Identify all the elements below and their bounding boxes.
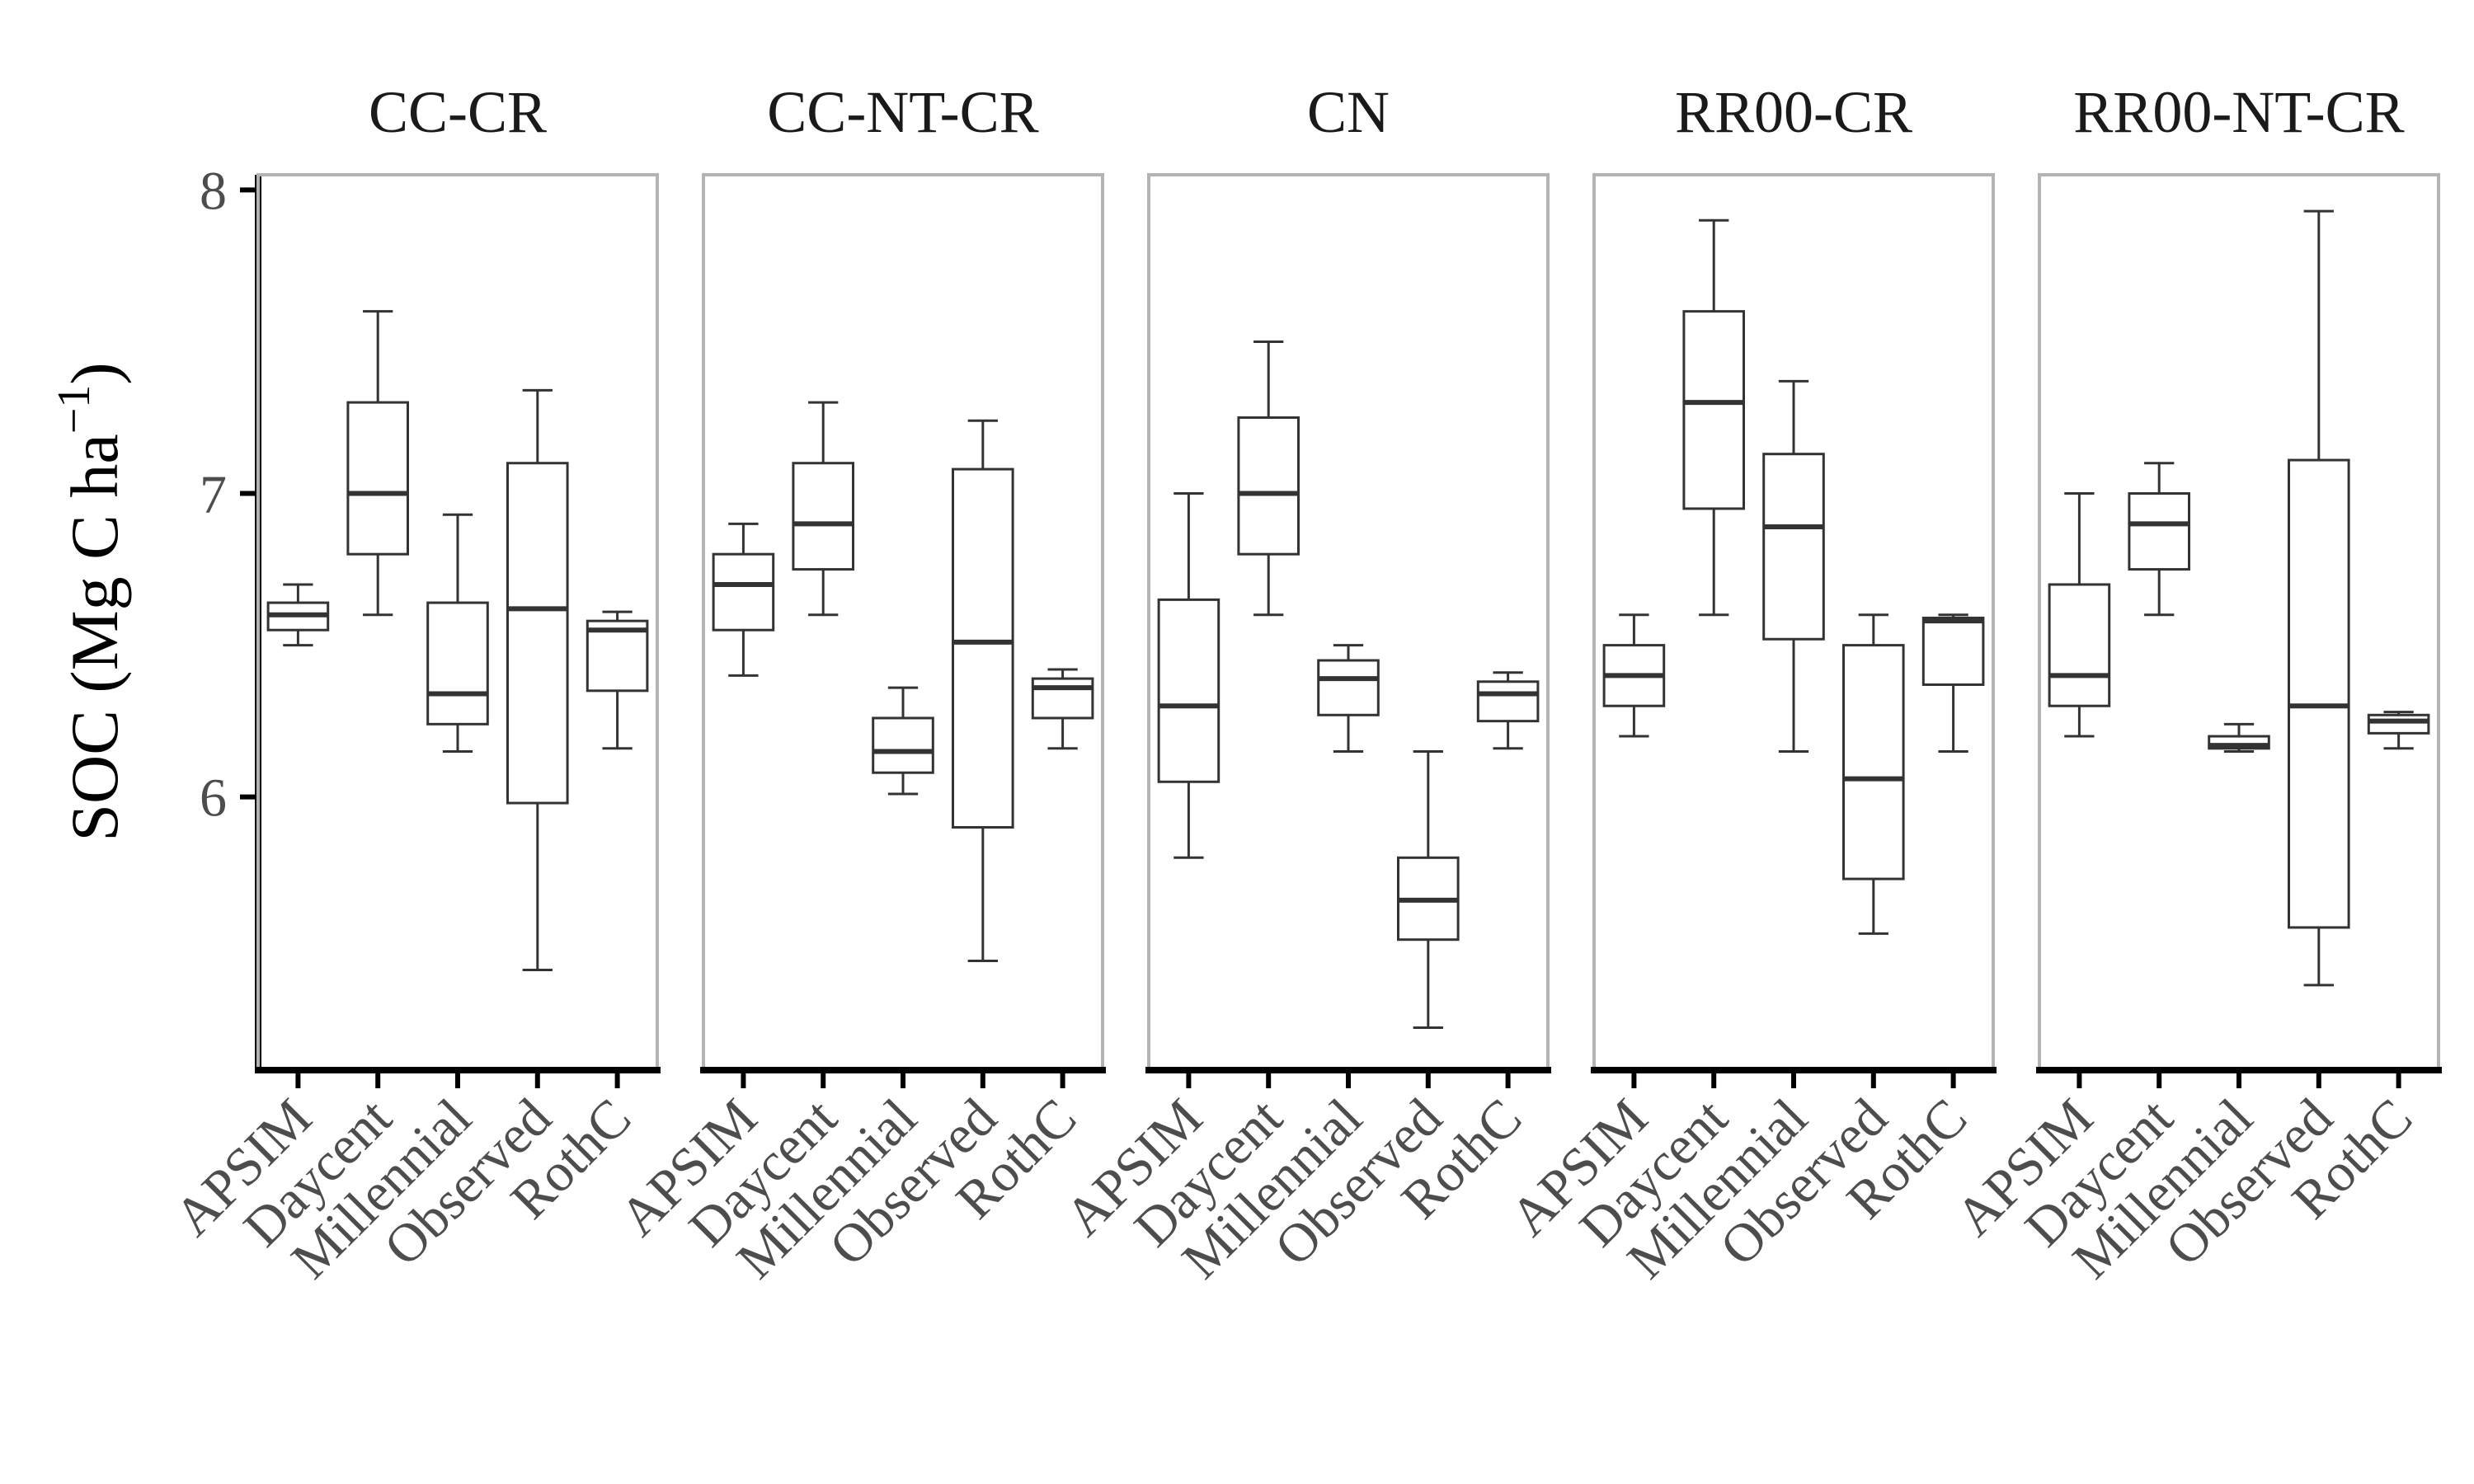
facet-panel: RR00-CR: [1592, 79, 1995, 1072]
iqr-box: [872, 716, 934, 774]
box-rothc: [586, 610, 649, 750]
facet-title: CC-NT-CR: [767, 79, 1038, 145]
y-axis-title: SOC (Mg C ha−1): [49, 362, 132, 841]
box-daycent: [2128, 462, 2190, 617]
box-observed: [2288, 209, 2350, 987]
y-axis: 6 7 8: [200, 161, 261, 1073]
iqr-box: [2048, 583, 2111, 707]
box-millennial: [872, 686, 934, 796]
iqr-box: [1762, 453, 1825, 641]
x-axes: APSIMDaycentMillennialObservedRothCAPSIM…: [163, 1067, 2442, 1290]
y-axis-title-close: ): [57, 362, 132, 384]
box-observed: [506, 388, 569, 972]
iqr-box: [2128, 492, 2190, 571]
box-millennial: [426, 513, 489, 753]
iqr-box: [1237, 416, 1300, 556]
box-observed: [952, 419, 1014, 962]
facet-title: CN: [1307, 79, 1390, 145]
box-observed: [1397, 749, 1460, 1029]
box-daycent: [1682, 218, 1746, 617]
iqr-box: [712, 552, 775, 632]
iqr-box: [792, 462, 855, 571]
box-rothc: [2367, 711, 2430, 750]
box-daycent: [1237, 340, 1300, 617]
facet-panel: CN: [1147, 79, 1550, 1072]
facet-title: RR00-NT-CR: [2073, 79, 2404, 145]
y-tick-label: 7: [200, 465, 227, 525]
facet-panel: RR00-NT-CR: [2038, 79, 2440, 1072]
facet-panel: CC-NT-CR: [702, 79, 1104, 1072]
iqr-box: [2288, 458, 2350, 929]
facet-title: RR00-CR: [1675, 79, 1912, 145]
box-millennial: [1762, 379, 1825, 753]
box-observed: [1842, 613, 1905, 935]
iqr-box: [1157, 598, 1221, 783]
iqr-box: [1317, 659, 1380, 716]
iqr-box: [1031, 677, 1094, 720]
box-apsim: [712, 522, 775, 677]
box-millennial: [1317, 644, 1380, 753]
box-apsim: [2048, 492, 2111, 738]
box-rothc: [1476, 671, 1540, 750]
box-millennial: [2208, 722, 2270, 753]
facet-panel: CC-CR: [256, 79, 659, 1072]
box-daycent: [346, 310, 409, 617]
facet-panels: CC-CR CC-NT-CR CN RR00-CR RR00-NT-CR: [256, 79, 2440, 1072]
iqr-box: [506, 462, 569, 805]
box-apsim: [1157, 492, 1221, 859]
iqr-box: [2367, 713, 2430, 735]
facet-title: CC-CR: [369, 79, 547, 145]
box-daycent: [792, 401, 855, 617]
iqr-box: [1842, 644, 1905, 881]
iqr-box: [346, 401, 409, 556]
y-tick-label: 8: [200, 161, 227, 221]
box-rothc: [1031, 668, 1094, 750]
box-apsim: [1602, 613, 1666, 738]
iqr-box: [1476, 680, 1540, 723]
iqr-box: [426, 601, 489, 726]
iqr-box: [1682, 310, 1746, 510]
y-tick-label: 6: [200, 768, 227, 829]
box-rothc: [1921, 613, 1985, 753]
y-axis-title-main: SOC (Mg C ha: [57, 434, 132, 841]
y-axis-title-superscript: −1: [49, 385, 100, 434]
iqr-box: [1921, 616, 1985, 686]
iqr-box: [952, 467, 1014, 829]
iqr-box: [586, 619, 649, 693]
box-apsim: [266, 583, 330, 647]
